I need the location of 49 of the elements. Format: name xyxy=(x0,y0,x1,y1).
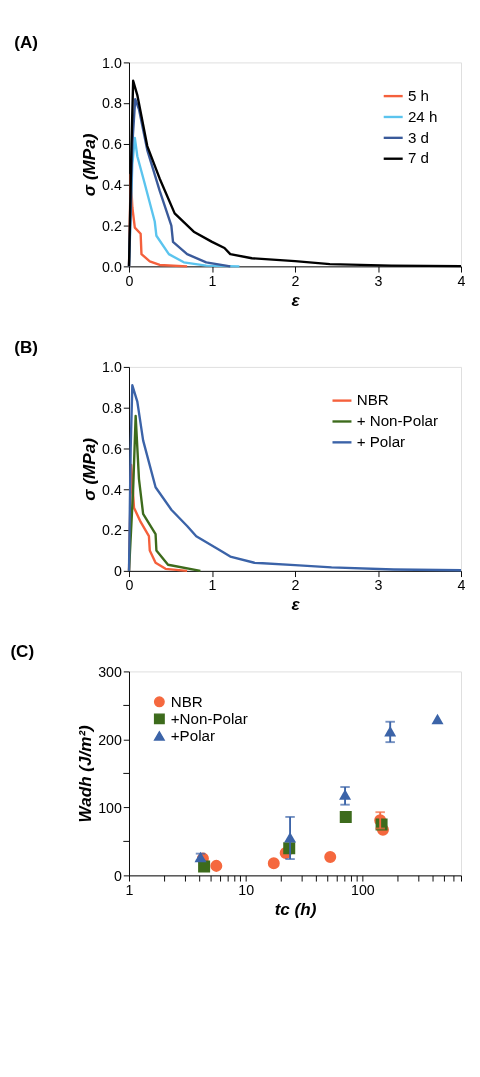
legend-label: +Polar xyxy=(170,726,215,744)
legend-label: 24 h xyxy=(407,107,438,125)
legend-label: +Non-Polar xyxy=(170,709,248,727)
x-axis-title: ε xyxy=(291,290,301,310)
x-tick-label: 1 xyxy=(208,577,217,594)
chart-title: (B) xyxy=(14,337,39,357)
legend-label: 7 d xyxy=(407,149,429,167)
legend-label: NBR xyxy=(170,692,203,710)
y-tick-label: 0.8 xyxy=(102,399,122,416)
x-tick-label: 1 xyxy=(125,881,134,898)
y-tick-label: 0.2 xyxy=(102,522,122,539)
y-axis-title: σ (MPa) xyxy=(79,437,99,501)
x-axis-title: tc (h) xyxy=(274,899,317,919)
x-tick-label: 2 xyxy=(291,272,300,289)
x-tick-label: 0 xyxy=(125,577,134,594)
x-tick-label: 3 xyxy=(374,577,383,594)
y-tick-label: 0 xyxy=(113,867,122,884)
y-axis-title: Wadh (J/m²) xyxy=(75,724,95,823)
legend-label: 3 d xyxy=(407,128,429,146)
x-tick-label: 100 xyxy=(351,881,375,898)
chart-title: (A) xyxy=(14,33,39,53)
x-tick-label: 1 xyxy=(208,272,217,289)
y-tick-label: 0.6 xyxy=(102,440,122,457)
y-tick-label: 0.8 xyxy=(102,95,122,112)
y-tick-label: 0.6 xyxy=(102,136,122,153)
x-tick-label: 4 xyxy=(457,577,466,594)
y-axis-title: σ (MPa) xyxy=(79,133,99,197)
x-axis-title: ε xyxy=(291,595,301,615)
y-tick-label: 200 xyxy=(98,731,122,748)
y-tick-label: 300 xyxy=(98,663,122,680)
y-tick-label: 0.4 xyxy=(102,481,122,498)
x-tick-label: 4 xyxy=(457,272,466,289)
y-tick-label: 0 xyxy=(113,563,122,580)
x-tick-label: 10 xyxy=(238,881,255,898)
y-tick-label: 0.4 xyxy=(102,177,122,194)
y-tick-label: 1.0 xyxy=(102,359,122,376)
x-tick-label: 2 xyxy=(291,577,300,594)
legend-label: + Polar xyxy=(356,433,406,451)
y-tick-label: 1.0 xyxy=(102,54,122,71)
y-tick-label: 0.2 xyxy=(102,217,122,234)
x-tick-label: 0 xyxy=(125,272,134,289)
y-tick-label: 0.0 xyxy=(102,258,122,275)
legend-label: 5 h xyxy=(407,86,429,104)
chart-title: (C) xyxy=(10,642,35,662)
y-tick-label: 100 xyxy=(98,799,122,816)
line-series xyxy=(127,414,202,573)
x-tick-label: 3 xyxy=(374,272,383,289)
legend-label: NBR xyxy=(356,391,389,409)
legend-label: + Non-Polar xyxy=(356,412,438,430)
